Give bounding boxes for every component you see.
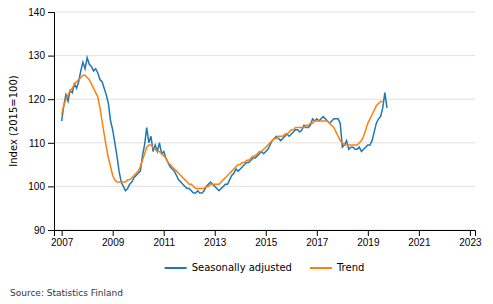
chart-container: 2007 2009 2011 2013 2015 2017 2019 2021 2023 90 10… [0, 0, 493, 304]
x-tick-mark [368, 230, 369, 236]
x-tick-mark [317, 230, 318, 236]
y-tick: 100 [28, 181, 54, 192]
x-tick-label: 2017 [306, 237, 329, 248]
x-tick-label: 2009 [102, 237, 125, 248]
x-tick: 2017 [306, 230, 329, 248]
grid-line [54, 55, 475, 56]
x-axis: 2007 2009 2011 2013 2015 2017 2019 2021 2023 [51, 230, 482, 248]
legend-item: Seasonally adjusted [165, 262, 292, 273]
x-tick-label: 2007 [51, 237, 74, 248]
y-tick: 140 [28, 7, 54, 18]
grid [54, 12, 475, 230]
x-tick: 2019 [357, 230, 380, 248]
legend-label: Trend [336, 262, 364, 273]
y-tick: 120 [28, 94, 54, 105]
y-axis: 90 100 110 120 130 140 [28, 7, 54, 236]
x-tick-label: 2023 [459, 237, 482, 248]
series-line [62, 58, 387, 193]
y-tick: 130 [28, 50, 54, 61]
legend-swatch [165, 267, 187, 269]
grid-line [54, 99, 475, 100]
plot-area [62, 58, 387, 193]
x-tick-label: 2019 [357, 237, 380, 248]
x-tick-label: 2015 [255, 237, 278, 248]
legend: Seasonally adjusted Trend [165, 262, 365, 273]
y-tick: 110 [29, 138, 54, 149]
y-tick-label: 100 [28, 181, 45, 192]
y-tick-label: 90 [34, 225, 46, 236]
x-tick: 2021 [408, 230, 431, 248]
x-tick: 2013 [204, 230, 227, 248]
x-tick-mark [62, 230, 63, 236]
y-tick: 90 [34, 225, 54, 236]
x-tick-label: 2021 [408, 237, 431, 248]
x-tick-label: 2013 [204, 237, 227, 248]
x-tick-label: 2011 [153, 237, 175, 248]
y-axis-line [48, 13, 55, 231]
x-tick: 2011 [153, 230, 175, 248]
x-tick: 2023 [459, 230, 482, 248]
y-tick-mark [48, 143, 54, 144]
grid-line [54, 186, 475, 187]
y-tick-mark [48, 186, 54, 187]
x-tick: 2015 [255, 230, 278, 248]
y-tick-label: 140 [28, 7, 45, 18]
x-axis-line [55, 231, 476, 237]
y-tick-label: 120 [28, 94, 45, 105]
grid-line [54, 12, 475, 13]
y-tick-mark [48, 99, 54, 100]
source-note: Source: Statistics Finland [10, 288, 123, 298]
y-tick-mark [48, 56, 54, 57]
legend-swatch [310, 267, 332, 269]
x-tick-mark [113, 230, 114, 236]
x-tick-mark [164, 230, 165, 236]
x-tick-mark [419, 230, 420, 236]
legend-label: Seasonally adjusted [192, 262, 292, 273]
series-line [62, 75, 383, 188]
x-tick: 2007 [51, 230, 74, 248]
chart-svg: 2007 2009 2011 2013 2015 2017 2019 2021 2023 90 10… [0, 0, 493, 304]
x-tick-mark [266, 230, 267, 236]
y-tick-mark [48, 12, 54, 13]
x-tick-mark [470, 230, 471, 236]
y-tick-label: 110 [29, 138, 45, 149]
x-tick-mark [215, 230, 216, 236]
legend-item: Trend [310, 262, 364, 273]
grid-line [54, 142, 475, 143]
y-tick-label: 130 [28, 50, 45, 61]
y-tick-mark [48, 230, 54, 231]
y-axis-title: Index (2015=100) [8, 75, 19, 167]
x-tick: 2009 [102, 230, 125, 248]
